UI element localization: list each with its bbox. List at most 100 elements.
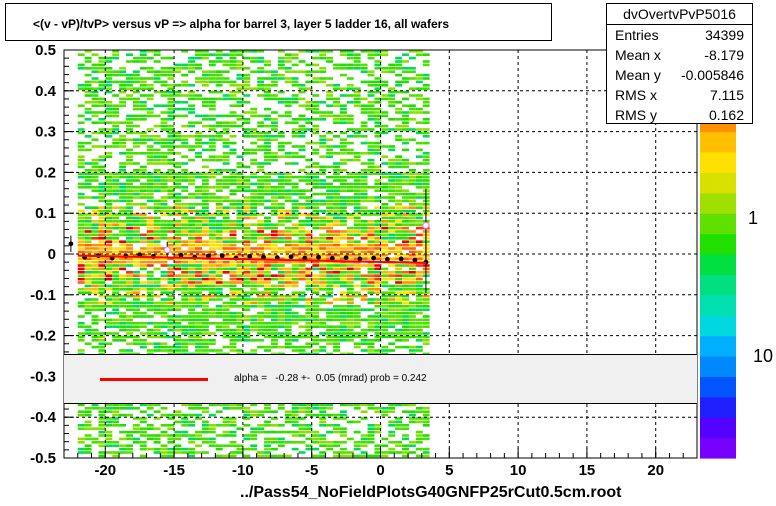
histogram-cell [408,138,416,141]
histogram-cell [339,141,347,145]
histogram-cell [277,175,285,179]
histogram-cell [257,451,265,454]
histogram-cell [160,315,168,318]
histogram-cell [167,305,175,308]
histogram-cell [402,247,409,250]
histogram-cell [257,413,265,417]
histogram-cell [91,233,99,237]
histogram-cell [243,332,251,335]
histogram-cell [270,233,278,237]
histogram-cell [264,216,271,220]
histogram-cell [250,437,258,441]
histogram-cell [167,424,175,427]
histogram-cell [174,328,182,332]
stats-value: 0.162 [708,107,744,123]
histogram-cell [208,213,216,216]
histogram-cell [174,175,182,179]
histogram-cell [284,240,292,243]
histogram-cell [395,213,403,216]
y-tick-label: 0.3 [35,124,56,141]
histogram-cell [222,332,230,335]
histogram-cell [167,84,175,87]
histogram-cell [153,427,161,430]
histogram-cell [415,291,423,294]
histogram-cell [77,277,85,281]
histogram-cell [208,223,216,226]
histogram-cell [195,138,202,141]
histogram-cell [229,318,237,322]
histogram-cell [333,318,340,322]
histogram-cell [174,182,182,186]
histogram-cell [215,138,223,141]
histogram-cell [181,145,189,148]
histogram-cell [208,427,216,430]
histogram-cell [277,179,285,182]
histogram-cell [402,182,409,186]
histogram-cell [229,237,237,240]
histogram-cell [422,179,430,182]
histogram-cell [408,315,416,318]
histogram-cell [298,318,306,322]
histogram-cell [305,308,313,311]
histogram-cell [415,240,423,243]
histogram-cell [250,247,258,250]
histogram-cell [374,328,382,332]
histogram-cell [374,77,382,80]
histogram-cell [415,254,423,257]
histogram-cell [160,56,168,60]
histogram-cell [160,111,168,114]
x-tick-label: 20 [647,462,664,479]
histogram-cell [422,77,430,80]
histogram-cell [201,301,209,305]
histogram-cell [208,53,216,56]
histogram-cell [105,226,113,230]
histogram-cell [201,430,209,434]
histogram-cell [291,175,299,179]
histogram-cell [112,339,120,342]
histogram-cell [84,243,92,247]
histogram-cell [77,288,85,291]
histogram-cell [367,349,375,352]
histogram-cell [402,288,409,291]
histogram-cell [222,271,230,274]
histogram-cell [264,192,271,196]
histogram-cell [208,403,216,407]
histogram-cell [298,451,306,454]
histogram-cell [160,451,168,454]
histogram-cell [367,84,375,87]
histogram-cell [201,220,209,223]
histogram-cell [105,70,113,73]
histogram-cell [119,301,127,305]
histogram-cell [208,192,216,196]
histogram-cell [408,349,416,352]
histogram-cell [339,145,347,148]
histogram-cell [181,169,189,172]
histogram-cell [326,342,334,345]
histogram-cell [291,216,299,220]
histogram-cell [195,63,202,67]
histogram-cell [153,417,161,420]
histogram-cell [415,274,423,277]
histogram-cell [374,311,382,315]
histogram-cell [188,437,196,441]
histogram-cell [77,325,85,328]
histogram-cell [284,267,292,271]
histogram-cell [395,322,403,325]
histogram-cell [236,77,244,80]
histogram-cell [367,148,375,152]
histogram-cell [201,233,209,237]
histogram-cell [264,281,271,284]
histogram-cell [222,403,230,407]
histogram-cell [346,50,354,53]
histogram-cell [153,410,161,413]
histogram-cell [153,325,161,328]
histogram-cell [415,131,423,135]
histogram-cell [284,237,292,240]
histogram-cell [270,264,278,267]
histogram-cell [77,155,85,158]
histogram-cell [112,175,120,179]
histogram-cell [360,274,368,277]
histogram-cell [422,454,430,458]
histogram-cell [291,407,299,410]
histogram-cell [112,145,120,148]
